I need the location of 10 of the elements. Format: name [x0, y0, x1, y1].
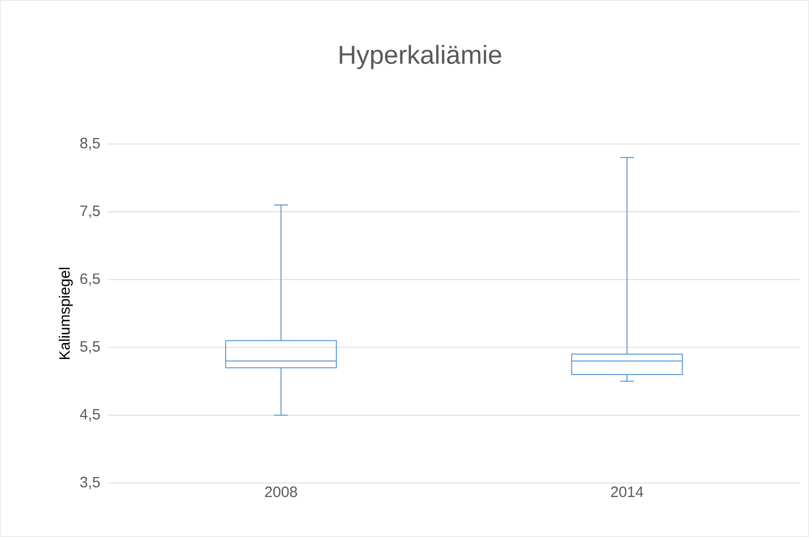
y-tick-label: 7,5 — [80, 206, 100, 218]
y-tick-label: 6,5 — [80, 273, 100, 286]
y-tick-label: 4,5 — [80, 409, 100, 422]
y-axis-title: Kaliumspiegel — [58, 268, 73, 359]
y-tick-label: 8,5 — [80, 138, 100, 150]
y-tick-label: 5,5 — [80, 341, 100, 354]
x-tick-label: 2008 — [265, 486, 298, 498]
y-tick-label: 3,5 — [80, 476, 100, 490]
x-tick-label: 2014 — [611, 486, 644, 498]
chart-title: Hyperkaliämie — [340, 44, 502, 70]
